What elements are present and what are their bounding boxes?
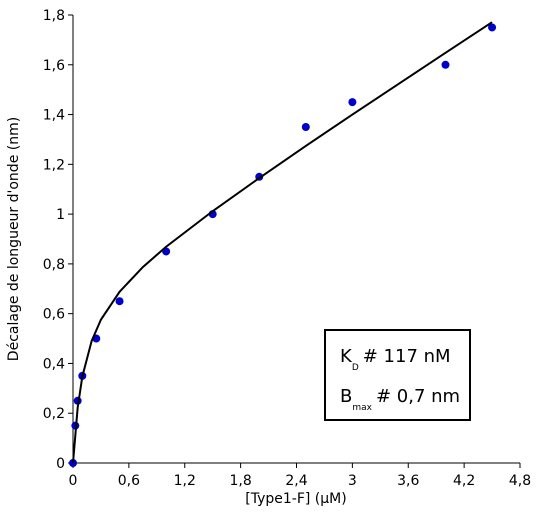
x-axis-label: [Type1-F] (µM) (245, 491, 346, 507)
y-tick-label: 1,4 (43, 108, 65, 124)
x-tick-label: 0,6 (118, 473, 140, 489)
y-tick-label: 0,4 (43, 356, 65, 372)
annotation-sub: max (352, 403, 372, 413)
y-tick-label: 0,6 (43, 307, 65, 323)
data-point (441, 60, 450, 69)
data-point (115, 297, 124, 306)
annotation-main: B (340, 386, 352, 407)
y-tick-label: 1,2 (43, 157, 65, 173)
y-tick-label: 1 (56, 207, 65, 223)
annotation-sub: D (352, 363, 359, 373)
x-tick-label: 2,4 (285, 473, 307, 489)
y-axis-label: Décalage de longueur d'onde (nm) (6, 117, 22, 361)
y-tick-label: 0,8 (43, 257, 65, 273)
y-tick-label: 1,6 (43, 58, 65, 74)
data-point (301, 123, 310, 131)
y-tick-label: 0,2 (43, 406, 65, 422)
annotation-main: K (340, 346, 353, 367)
annotation: KD # 117 nM (340, 346, 451, 373)
annotation: Bmax # 0,7 nm (340, 386, 460, 413)
annotation-rest: # 0,7 nm (376, 386, 460, 407)
y-tick-label: 1,8 (43, 8, 65, 24)
x-tick-label: 4,2 (453, 473, 475, 489)
x-tick-label: 4,8 (509, 473, 531, 489)
y-tick-label: 0 (56, 456, 65, 472)
fit-line (72, 21, 493, 464)
x-tick-label: 1,2 (174, 473, 196, 489)
data-point (488, 23, 497, 32)
x-tick-label: 3,6 (397, 473, 419, 489)
x-tick-label: 0 (69, 473, 78, 489)
annotation-rest: # 117 nM (363, 346, 451, 367)
x-tick-label: 1,8 (229, 473, 251, 489)
data-point (348, 98, 357, 107)
x-tick-label: 3 (348, 473, 357, 489)
annotation-box (324, 329, 471, 421)
